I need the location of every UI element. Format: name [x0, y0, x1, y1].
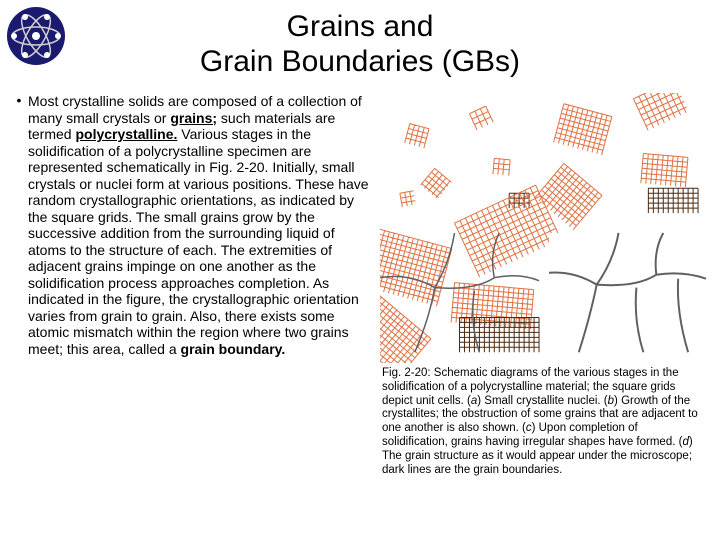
- title-line1: Grains and: [287, 10, 434, 43]
- figure-column: Fig. 2-20: Schematic diagrams of the var…: [380, 93, 708, 477]
- page-title: Grains and Grain Boundaries (GBs): [0, 0, 720, 79]
- body-column: • Most crystalline solids are composed o…: [10, 93, 370, 477]
- figure-caption: Fig. 2-20: Schematic diagrams of the var…: [380, 363, 708, 477]
- bullet: •: [10, 93, 28, 477]
- atom-logo: [6, 6, 66, 66]
- body-text: Most crystalline solids are composed of …: [28, 93, 370, 477]
- body-seg: Various stages in the solidification of …: [28, 126, 369, 357]
- figure-2-20: [380, 93, 708, 363]
- title-line2: Grain Boundaries (GBs): [200, 45, 520, 78]
- body-bold-grains: grains;: [170, 110, 217, 126]
- body-bold-poly: polycrystalline.: [75, 126, 177, 142]
- body-bold-gb: grain boundary.: [181, 341, 286, 357]
- cap-seg: ) Small crystallite nuclei. (: [477, 395, 607, 407]
